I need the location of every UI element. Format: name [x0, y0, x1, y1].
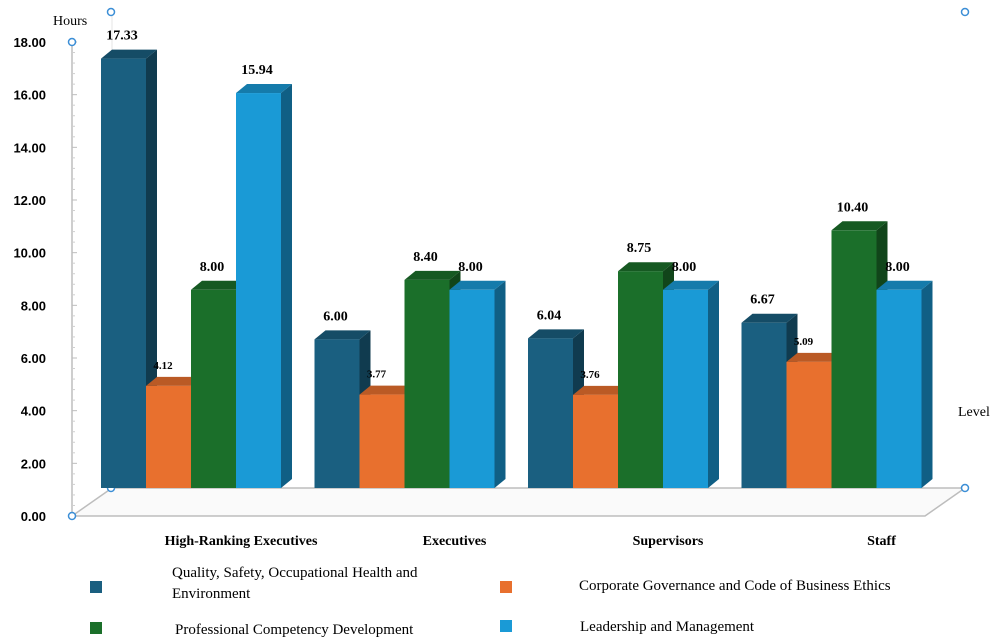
bar-front	[449, 289, 495, 488]
y-axis: 0.00 2.00 4.00 6.00 8.00 10.00 12.00 14.00 16.00…	[13, 7, 970, 524]
data-label: 3.76	[580, 369, 600, 381]
data-label: 8.00	[200, 260, 225, 275]
legend-label: Leadership and Management	[580, 619, 755, 635]
bar-front	[191, 289, 236, 488]
y-tick-label: 0.00	[21, 509, 46, 524]
selection-handle	[960, 7, 970, 17]
bar-top	[741, 313, 798, 323]
data-label: 3.77	[367, 369, 387, 381]
selection-handle	[960, 483, 970, 493]
bar-front	[573, 394, 618, 488]
bar-front	[359, 394, 405, 488]
bar-front	[741, 322, 787, 488]
bar-top	[663, 280, 719, 290]
bar-top	[528, 329, 584, 339]
bar	[876, 280, 933, 488]
category-label: Supervisors	[633, 534, 704, 549]
legend-item-competency: Professional Competency Development	[90, 620, 413, 640]
floor-plane	[69, 487, 968, 517]
x-axis-title: Level	[958, 405, 990, 420]
legend-swatch	[500, 581, 512, 593]
bars	[101, 49, 933, 489]
bar	[236, 84, 292, 488]
y-tick-label: 10.00	[13, 246, 46, 261]
bar-top	[314, 330, 371, 340]
legend-label: Professional Competency Development	[175, 622, 414, 638]
legend-swatch	[500, 620, 512, 632]
y-axis-title: Hours	[53, 14, 87, 29]
selection-handle	[67, 37, 77, 47]
category-label: Staff	[867, 534, 896, 549]
legend-item-governance: Corporate Governance and Code of Busines…	[500, 576, 891, 597]
data-label: 8.75	[627, 241, 652, 256]
category-label: Executives	[423, 534, 487, 549]
data-label: 6.00	[323, 309, 348, 324]
legend-item-leadership: Leadership and Management	[500, 617, 754, 637]
bar-top	[618, 262, 674, 272]
bar-top	[573, 385, 629, 395]
data-label: 15.94	[241, 63, 273, 78]
bar-top	[146, 376, 202, 386]
bar-side	[146, 49, 157, 489]
bar-top	[404, 270, 461, 280]
selection-handle	[106, 7, 116, 17]
data-label: 4.12	[153, 360, 173, 372]
data-label: 8.00	[672, 260, 697, 275]
bar-top	[786, 352, 843, 362]
bar-top	[191, 280, 247, 290]
y-tick-label: 18.00	[13, 35, 46, 50]
data-label: 17.33	[106, 29, 138, 44]
bar-front	[236, 93, 281, 488]
bar-front	[146, 385, 191, 488]
data-label: 6.04	[537, 308, 562, 323]
category-labels: High-Ranking Executives Executives Supervi…	[165, 534, 897, 549]
bar-front	[314, 339, 360, 488]
bar-front	[663, 289, 708, 488]
data-label: 8.00	[885, 260, 910, 275]
selection-handle	[67, 511, 77, 521]
y-tick-label: 12.00	[13, 193, 46, 208]
data-label: 6.67	[750, 293, 775, 308]
bar-front	[831, 230, 877, 489]
bar-front	[876, 289, 922, 488]
bar-side	[708, 280, 719, 488]
bar-top	[101, 49, 157, 59]
legend-label: Corporate Governance and Code of Busines…	[579, 578, 891, 594]
y-tick-label: 4.00	[21, 404, 46, 419]
data-label: 8.40	[413, 250, 438, 265]
bar	[101, 49, 157, 489]
y-tick-label: 14.00	[13, 140, 46, 155]
bar-front	[528, 338, 573, 488]
y-tick-label: 2.00	[21, 456, 46, 471]
bar-top	[236, 84, 292, 94]
bar-side	[921, 280, 933, 488]
bar-side	[281, 84, 292, 488]
y-tick-label: 6.00	[21, 351, 46, 366]
bar	[449, 280, 506, 488]
y-tick-label: 16.00	[13, 88, 46, 103]
data-label: 5.09	[794, 336, 814, 348]
data-label: 10.40	[837, 200, 869, 215]
bar-front	[618, 271, 663, 488]
bar-front	[404, 279, 450, 488]
bar-side	[494, 280, 506, 488]
legend-swatch	[90, 581, 102, 593]
bar-front	[101, 58, 146, 489]
bar-top	[449, 280, 506, 290]
bar-top	[831, 221, 888, 231]
bar	[663, 280, 719, 488]
data-label: 8.00	[458, 260, 483, 275]
data-labels: 17.33 4.12 8.00 15.94 6.00 3.77 8.40 8.00 6.04 3.…	[106, 29, 910, 381]
legend-item-quality: Quality, Safety, Occupational Health and…	[90, 563, 472, 605]
legend-swatch	[90, 622, 102, 634]
bar-front	[786, 361, 832, 488]
legend-label: Quality, Safety, Occupational Health and…	[172, 565, 418, 602]
y-tick-label: 8.00	[21, 298, 46, 313]
bar-top	[876, 280, 933, 290]
bar-top	[359, 385, 416, 395]
category-label: High-Ranking Executives	[165, 534, 318, 549]
